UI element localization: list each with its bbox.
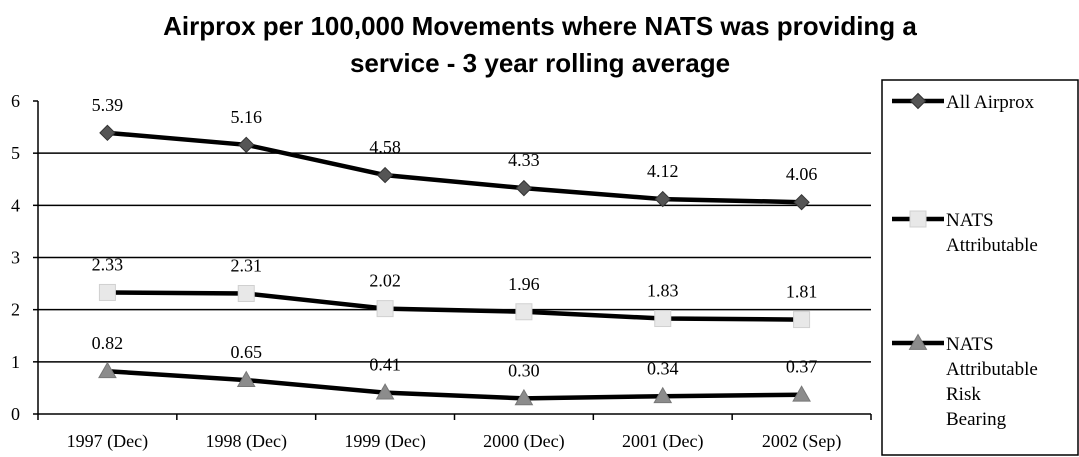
data-label: 2.31 xyxy=(231,255,263,275)
data-point-marker xyxy=(376,166,394,184)
gridlines xyxy=(38,152,871,363)
data-point-marker xyxy=(793,193,810,211)
legend-entry-label: Risk xyxy=(946,384,981,405)
chart-title: Airprox per 100,000 Movements where NATS… xyxy=(163,11,917,78)
data-label: 0.82 xyxy=(92,333,124,353)
data-label: 4.06 xyxy=(786,164,818,184)
data-point-marker xyxy=(654,310,672,328)
data-label: 0.30 xyxy=(508,360,540,380)
data-point-marker xyxy=(98,361,117,379)
y-tick-label: 4 xyxy=(11,195,20,215)
y-tick-label: 6 xyxy=(11,91,20,111)
chart-title-line: Airprox per 100,000 Movements where NATS… xyxy=(163,11,917,41)
data-point-marker xyxy=(98,283,116,301)
data-point-marker xyxy=(514,388,534,406)
series-lines xyxy=(98,124,811,406)
y-tick-label: 2 xyxy=(11,300,20,320)
data-point-marker xyxy=(654,190,671,208)
data-label: 4.12 xyxy=(647,161,679,181)
legend-marker xyxy=(909,210,927,228)
data-label: 0.65 xyxy=(231,342,263,362)
data-point-marker xyxy=(375,383,395,400)
x-tick-label: 2002 (Sep) xyxy=(762,431,842,452)
data-point-marker xyxy=(515,303,533,321)
y-tick-label: 3 xyxy=(11,248,20,268)
data-point-marker xyxy=(515,179,533,197)
data-point-marker xyxy=(238,136,255,154)
y-tick-label: 1 xyxy=(11,352,20,372)
series-line-2 xyxy=(107,290,802,322)
legend-marker xyxy=(909,92,927,110)
y-tick-label: 0 xyxy=(11,404,20,424)
data-label: 5.39 xyxy=(92,95,124,115)
data-label: 4.58 xyxy=(369,137,401,157)
data-label: 4.33 xyxy=(508,150,540,170)
series-line-3 xyxy=(107,368,802,401)
legend-entry-label: Bearing xyxy=(946,409,1007,430)
legend-entry-label: Attributable xyxy=(946,235,1038,256)
series-line-1 xyxy=(107,130,802,205)
data-point-marker xyxy=(653,386,673,404)
data-label: 0.34 xyxy=(647,358,679,378)
axes: 0 1 2 3 4 5 6 1997 (Dec) 1998 (Dec) 1999 (Dec) 200… xyxy=(11,91,872,452)
x-tick-label: 2000 (Dec) xyxy=(483,431,564,452)
data-point-marker xyxy=(792,385,811,402)
data-point-marker xyxy=(376,300,394,318)
data-label: 1.81 xyxy=(786,282,818,302)
data-point-marker xyxy=(236,370,256,387)
data-label: 2.02 xyxy=(369,271,401,291)
x-tick-label: 2001 (Dec) xyxy=(622,431,703,452)
data-labels: 5.39 5.16 4.58 4.33 4.12 4.06 2.33 2.31 2.02 1.96… xyxy=(92,95,818,381)
legend-marker xyxy=(908,333,928,350)
data-label: 1.83 xyxy=(647,281,679,301)
legend-box xyxy=(881,79,1079,456)
data-label: 0.37 xyxy=(786,357,818,377)
chart-title-line: service - 3 year rolling average xyxy=(350,48,730,78)
x-tick-label: 1997 (Dec) xyxy=(67,431,148,452)
data-label: 2.33 xyxy=(92,254,124,274)
legend-entry-label: Attributable xyxy=(946,359,1038,380)
y-tick-label: 5 xyxy=(11,143,20,163)
x-tick-label: 1999 (Dec) xyxy=(344,431,425,452)
x-tick-label: 1998 (Dec) xyxy=(206,431,287,452)
data-point-marker xyxy=(793,311,811,329)
legend-entry-label: All Airprox xyxy=(946,92,1035,113)
data-label: 1.96 xyxy=(508,274,540,294)
legend: All Airprox NATS Attributable NATS Attributa… xyxy=(881,79,1079,456)
data-point-marker xyxy=(99,124,116,142)
legend-entry-label: NATS xyxy=(946,334,994,355)
legend-entry-label: NATS xyxy=(946,210,994,231)
data-label: 0.41 xyxy=(369,355,401,375)
data-label: 5.16 xyxy=(231,107,263,127)
data-point-marker xyxy=(237,284,255,302)
